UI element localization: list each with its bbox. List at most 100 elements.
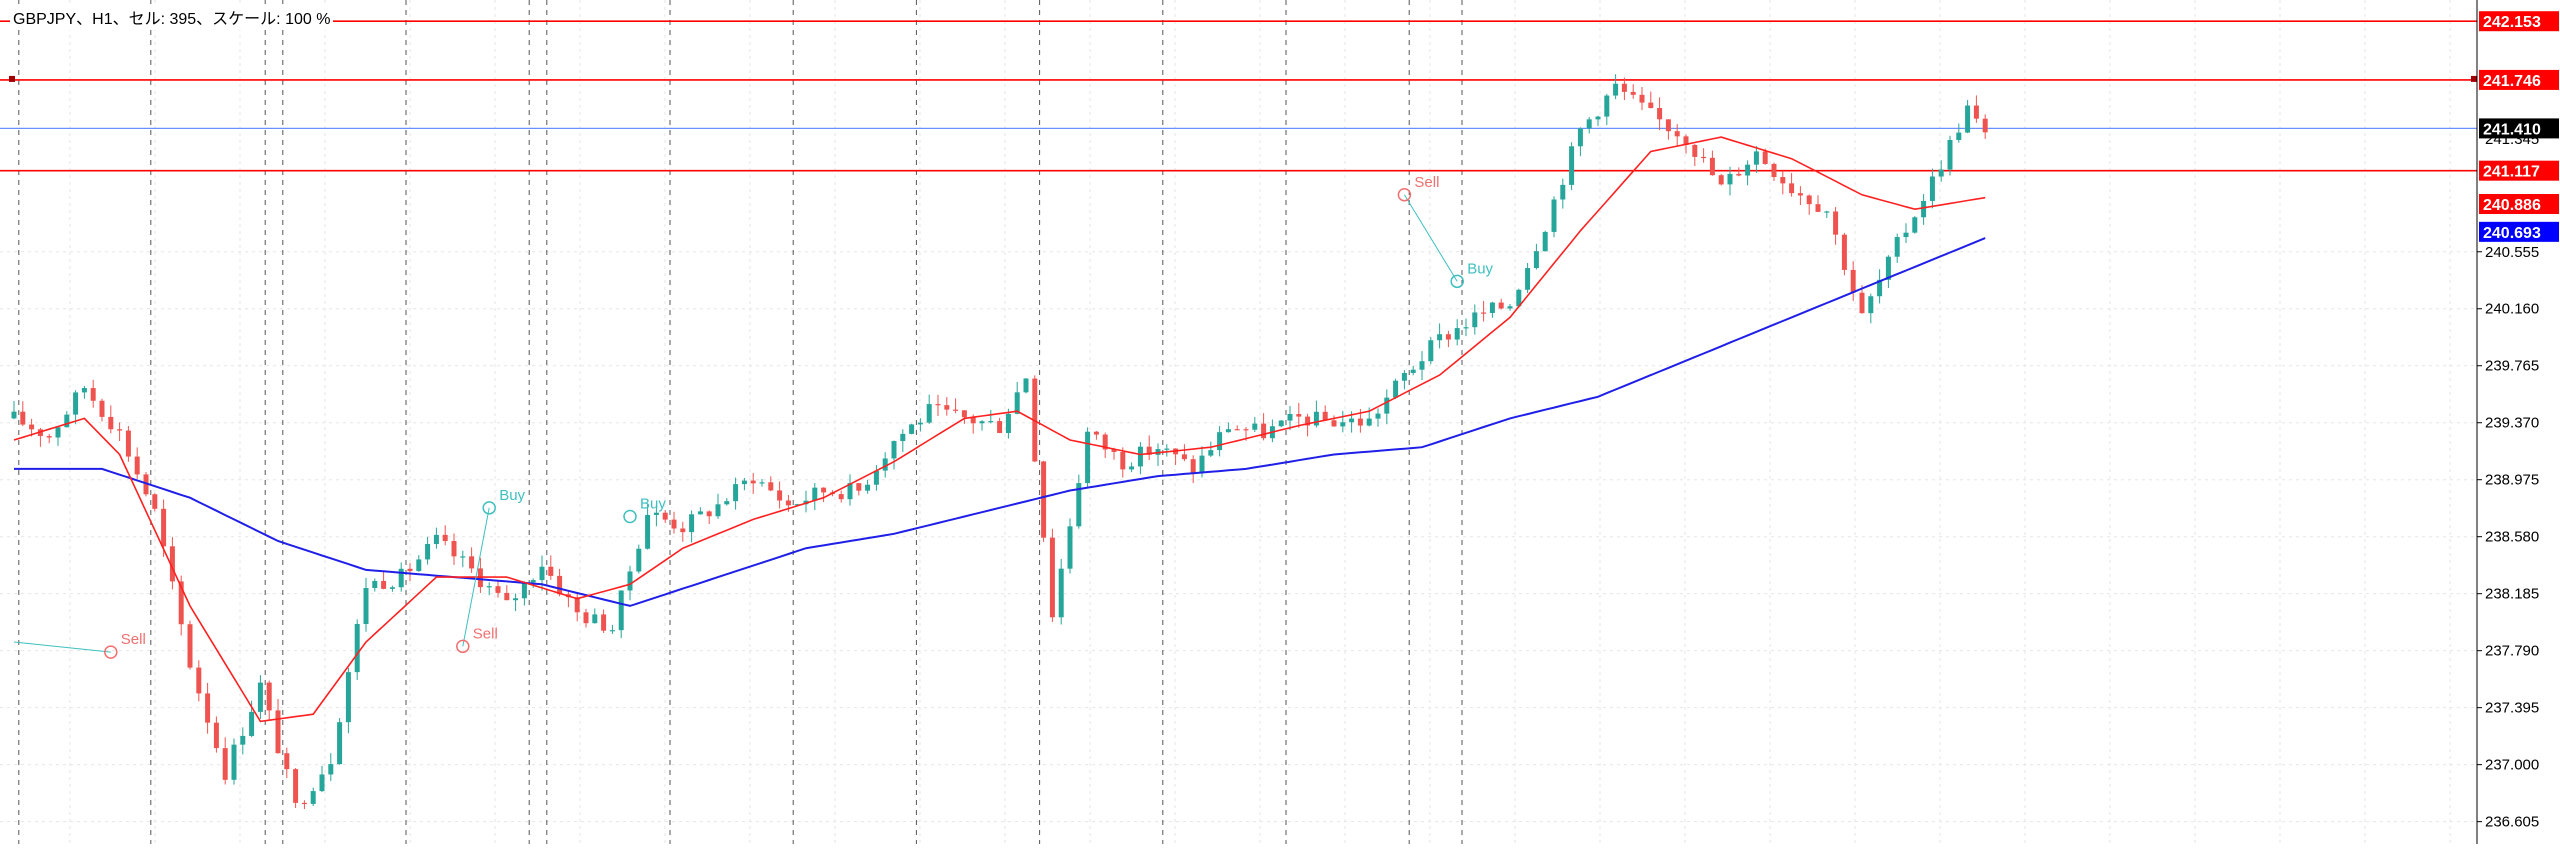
candle-body [1665,119,1671,132]
candle-body [759,482,765,484]
candle-body [865,484,871,491]
price-tag-box[interactable] [2479,194,2559,215]
candle-body [1049,537,1055,618]
candle-body [1252,423,1258,430]
price-axis-label: 238.185 [2485,586,2539,603]
candle-body [389,587,395,589]
candle-body [1569,146,1575,185]
candle-body [671,519,677,529]
price-tag-label: 241.410 [2483,121,2541,138]
candle-body [1859,292,1865,314]
candle-body [1199,455,1205,474]
signal-marker[interactable] [482,501,496,515]
signal-label: Buy [499,487,525,504]
price-tag-label: 240.886 [2483,197,2541,214]
candle-body [55,427,61,438]
candle-body [1287,413,1293,421]
candle-body [1621,83,1627,92]
candle-body [1041,461,1047,538]
candle-body [1657,107,1663,120]
candle-body [1701,156,1707,159]
candle-body [1489,302,1495,314]
candle-body [979,421,985,424]
candle-body [609,630,615,632]
candle-body [1674,131,1680,137]
candle-body [1709,157,1715,176]
price-axis-label: 240.555 [2485,244,2539,261]
signal-marker[interactable] [623,509,637,524]
candle-body [275,710,281,754]
candle-body [99,400,105,417]
candle-body [46,436,52,438]
candle-body [1551,199,1557,232]
candle-body [1428,340,1434,362]
candle-body [345,672,351,723]
candle-body [372,580,378,588]
candle-body [1129,466,1135,470]
signal-marker[interactable] [104,645,118,659]
candle-body [1419,361,1425,370]
price-axis-label: 237.790 [2485,643,2539,660]
candle-body [724,501,730,505]
candle-body [1841,234,1847,270]
candle-body [125,430,131,457]
candle-body [266,682,272,711]
signal-marker[interactable] [456,639,470,654]
candle-body [1762,151,1768,164]
candle-body [750,480,756,484]
candle-body [354,624,360,673]
candle-body [1613,83,1619,96]
candle-body [1516,289,1522,307]
candle-body [1085,431,1091,484]
signal-label: Sell [473,625,498,642]
signal-label: Buy [1467,260,1493,277]
candle-body [847,483,853,500]
candle-body [1753,151,1759,165]
candle-body [108,416,114,430]
chart-info-label: GBPJPY、H1、セル: 395、スケール: 100 % [10,4,334,30]
price-tag-box[interactable] [2479,221,2559,242]
candle-body [1683,136,1689,145]
level-handle-right[interactable] [2471,75,2477,82]
candle-body [715,504,721,517]
candle-body [328,764,334,775]
candle-body [1375,413,1381,419]
candle-body [1472,312,1478,328]
candle-body [521,582,527,599]
signal-marker[interactable] [1397,188,1412,202]
candle-body [794,504,800,506]
price-tag-box[interactable] [2479,118,2559,139]
price-tag-box[interactable] [2479,160,2559,181]
candle-body [618,590,624,631]
candle-body [1445,334,1451,340]
candle-body [1023,378,1029,393]
signal-link-line [1403,194,1458,282]
candle-body [1850,269,1856,293]
candle-body [680,528,686,533]
candle-body [1718,175,1724,185]
candle-body [1868,296,1874,314]
candle-body [310,791,316,804]
candle-body [425,544,431,560]
candle-body [1780,177,1786,184]
candle-body [574,597,580,613]
candle-body [73,392,79,415]
level-handle-left[interactable] [9,75,15,82]
candle-body [1331,420,1337,427]
candle-body [926,404,932,423]
candle-body [1973,105,1979,119]
candle-body [1454,328,1460,340]
candle-body [495,586,501,593]
signal-marker[interactable] [1450,274,1464,289]
candle-body [557,575,563,595]
price-tag-box[interactable] [2479,11,2559,32]
candle-body [935,404,941,406]
candle-body [689,514,695,533]
price-tag-box[interactable] [2479,69,2559,90]
candle-body [363,587,369,625]
candle-body [178,581,184,625]
candle-body [486,586,492,588]
candle-body [909,424,915,434]
